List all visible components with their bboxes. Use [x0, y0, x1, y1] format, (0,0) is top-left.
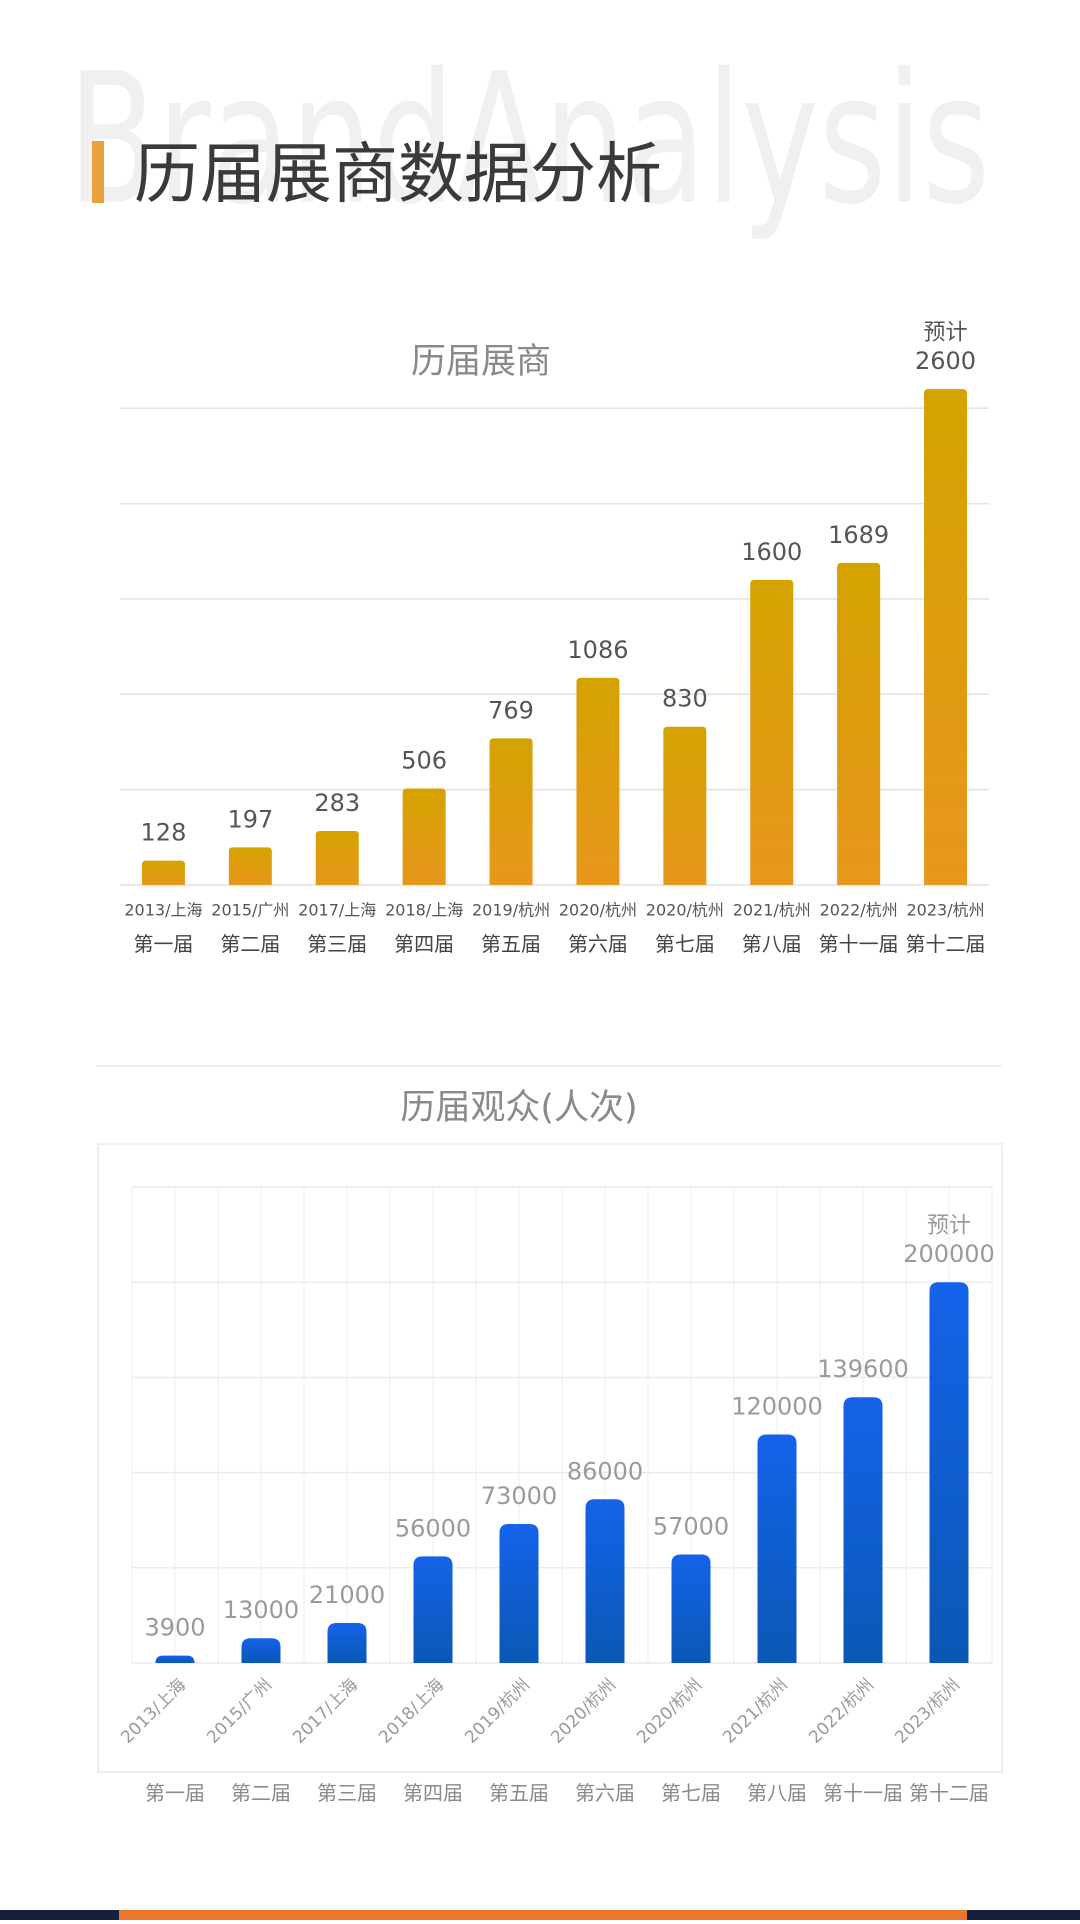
bar — [924, 389, 968, 885]
value-label: 1689 — [828, 521, 889, 549]
value-label: 57000 — [653, 1512, 729, 1540]
value-label: 830 — [662, 685, 708, 713]
watermark: BrandAnalysis — [68, 36, 990, 245]
value-label: 139600 — [817, 1355, 909, 1383]
x-tick-label: 2022/杭州 — [805, 1675, 878, 1748]
value-label: 1600 — [741, 538, 802, 566]
edition-label: 第八届 — [742, 932, 802, 956]
value-label: 56000 — [395, 1514, 471, 1542]
page-title: 历届展商数据分析 — [134, 136, 662, 213]
bar — [241, 1638, 281, 1663]
value-label: 197 — [227, 805, 273, 833]
value-label: 3900 — [144, 1614, 205, 1642]
edition-label: 第一届 — [133, 932, 193, 956]
x-tick-label: 2017/上海 — [289, 1675, 362, 1748]
value-label: 283 — [314, 789, 360, 817]
x-tick-label: 2021/杭州 — [733, 901, 811, 920]
x-tick-label: 2013/上海 — [124, 901, 202, 920]
edition-label: 第十二届 — [906, 932, 986, 956]
value-label: 73000 — [481, 1482, 557, 1510]
x-tick-label: 2022/杭州 — [820, 901, 898, 920]
edition-label: 第四届 — [394, 932, 454, 956]
edition-label: 第一届 — [145, 1781, 205, 1805]
x-tick-label: 2015/广州 — [211, 901, 289, 920]
edition-label: 第六届 — [575, 1781, 635, 1805]
bar — [750, 579, 794, 885]
x-tick-label: 2023/杭州 — [906, 901, 984, 920]
value-label: 128 — [141, 819, 187, 847]
value-label: 200000 — [903, 1240, 995, 1268]
x-tick-label: 2021/杭州 — [719, 1675, 792, 1748]
bar — [576, 677, 620, 885]
value-note: 预计 — [924, 321, 968, 346]
bar — [489, 738, 533, 885]
edition-label: 第十一届 — [823, 1781, 903, 1805]
x-tick-label: 2019/杭州 — [461, 1675, 534, 1748]
bar — [843, 1397, 883, 1663]
edition-label: 第四届 — [403, 1781, 463, 1805]
edition-label: 第十一届 — [819, 932, 899, 956]
x-tick-label: 2017/上海 — [298, 901, 376, 920]
x-tick-label: 2015/广州 — [203, 1675, 276, 1748]
bar — [155, 1655, 195, 1663]
edition-label: 第八届 — [747, 1781, 807, 1805]
footer-accent — [119, 1910, 967, 1920]
bar — [837, 562, 881, 885]
value-label: 506 — [401, 746, 447, 774]
edition-label: 第七届 — [661, 1781, 721, 1805]
value-label: 13000 — [223, 1596, 299, 1624]
bar — [499, 1524, 539, 1663]
edition-label: 第十二届 — [909, 1781, 989, 1805]
bar — [141, 860, 185, 885]
bar — [929, 1282, 969, 1663]
x-tick-label: 2019/杭州 — [472, 901, 550, 920]
edition-label: 第二届 — [220, 932, 280, 956]
edition-label: 第七届 — [655, 932, 715, 956]
x-tick-label: 2018/上海 — [385, 901, 463, 920]
edition-label: 第六届 — [568, 932, 628, 956]
bar — [327, 1623, 367, 1663]
chart-title: 历届观众(人次) — [400, 1088, 637, 1128]
x-tick-label: 2020/杭州 — [646, 901, 724, 920]
value-label: 86000 — [567, 1457, 643, 1485]
x-tick-label: 2020/杭州 — [559, 901, 637, 920]
bar — [757, 1434, 797, 1663]
bar — [315, 831, 359, 885]
edition-label: 第二届 — [231, 1781, 291, 1805]
bar — [663, 726, 707, 885]
value-label: 769 — [488, 696, 534, 724]
title-accent — [92, 141, 104, 203]
value-note: 预计 — [927, 1214, 971, 1239]
edition-label: 第三届 — [307, 932, 367, 956]
value-label: 1086 — [567, 636, 628, 664]
bar — [413, 1556, 453, 1663]
chart-frame — [97, 1143, 1003, 1773]
bar — [402, 788, 446, 885]
x-tick-label: 2020/杭州 — [547, 1675, 620, 1748]
chart-title: 历届展商 — [411, 342, 551, 382]
bar — [671, 1554, 711, 1663]
value-label: 2600 — [915, 347, 976, 375]
x-tick-label: 2018/上海 — [375, 1675, 448, 1748]
edition-label: 第五届 — [489, 1781, 549, 1805]
value-label: 120000 — [731, 1393, 823, 1421]
x-tick-label: 2020/杭州 — [633, 1675, 706, 1748]
edition-label: 第三届 — [317, 1781, 377, 1805]
bar — [228, 847, 272, 885]
edition-label: 第五届 — [481, 932, 541, 956]
bar — [585, 1499, 625, 1663]
x-tick-label: 2013/上海 — [117, 1675, 190, 1748]
value-label: 21000 — [309, 1581, 385, 1609]
x-tick-label: 2023/杭州 — [891, 1675, 964, 1748]
